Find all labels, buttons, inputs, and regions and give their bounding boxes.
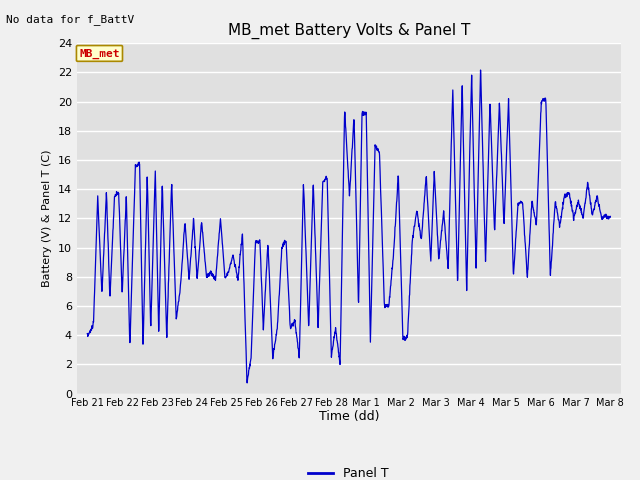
Text: No data for f_BattV: No data for f_BattV	[6, 14, 134, 25]
X-axis label: Time (dd): Time (dd)	[319, 410, 379, 423]
Y-axis label: Battery (V) & Panel T (C): Battery (V) & Panel T (C)	[42, 150, 52, 287]
Title: MB_met Battery Volts & Panel T: MB_met Battery Volts & Panel T	[228, 23, 470, 39]
Legend: Panel T: Panel T	[303, 462, 394, 480]
Text: MB_met: MB_met	[79, 48, 120, 59]
